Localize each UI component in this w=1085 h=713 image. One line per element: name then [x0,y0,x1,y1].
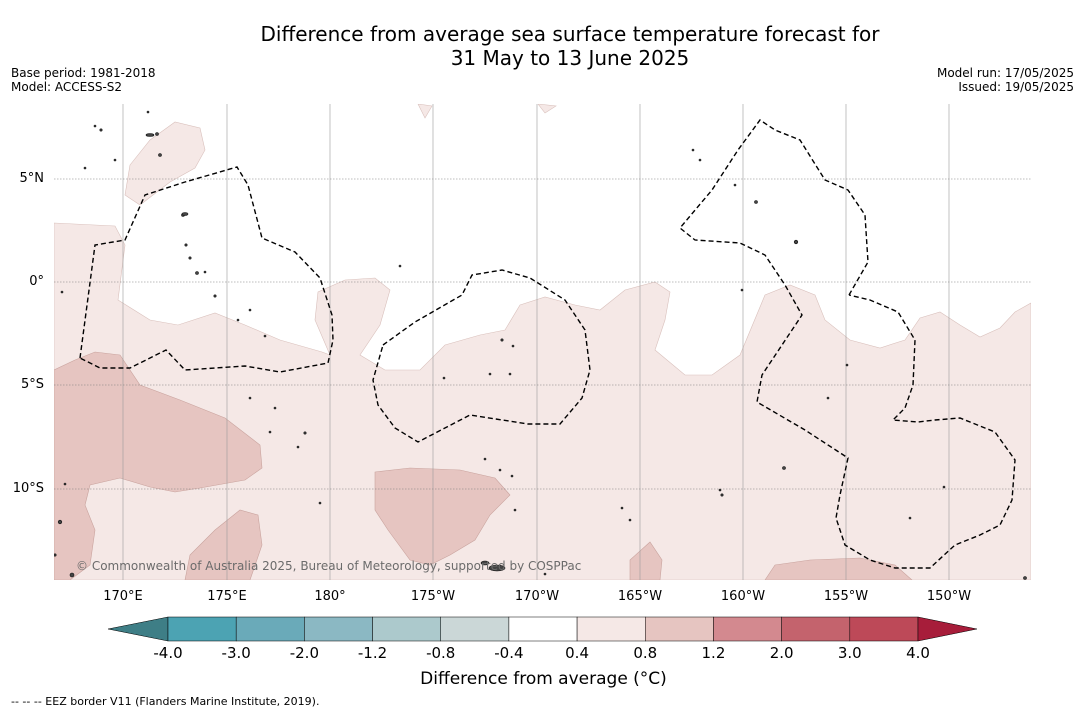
eez-borders [79,119,1016,569]
anomaly-region-medium-south-3 [764,557,913,580]
anomaly-region-light-top-2 [537,104,557,114]
colorbar-bin [849,616,919,642]
colorbar-bin [440,616,510,642]
anomaly-region-light-north [124,121,206,206]
colorbar-tick-label: -4.0 [153,644,183,662]
map-area [54,104,1031,580]
copyright-text: © Commonwealth of Australia 2025, Bureau… [76,559,582,573]
islands [54,110,1027,580]
lat-label-0: 0° [29,274,44,289]
eez-tuvalu [79,166,334,373]
colorbar-arrow-low [107,616,169,642]
colorbar-tick-label: 0.4 [565,644,589,662]
colorbar-arrow-high [917,616,978,642]
colorbar-tick-label: -0.8 [426,644,456,662]
model-name: Model: ACCESS-S2 [11,80,123,94]
lat-label-10s: 10°S [12,481,44,496]
colorbar-tick-label: 1.2 [701,644,726,662]
colorbar-bin [372,616,441,642]
lon-label-150w: 150°W [926,589,972,604]
anomaly-region-light [54,222,1031,580]
colorbar-tick-label: 4.0 [906,644,930,662]
title-line-1: Difference from average sea surface temp… [260,22,880,46]
colorbar-tick-label: -0.4 [494,644,524,662]
colorbar-bin [167,616,237,642]
colorbar-tick-label: -1.2 [357,644,388,662]
lon-label-165w: 165°W [617,589,663,604]
colorbar-tick-label: 3.0 [837,644,862,662]
issued-date: Issued: 19/05/2025 [958,80,1074,94]
title-line-2: 31 May to 13 June 2025 [450,46,690,70]
anomaly-region-medium-west [54,351,263,580]
eez-tokelau [372,269,591,443]
anomaly-region-medium-south-1 [184,509,263,580]
lon-label-160w: 160°W [720,589,766,604]
colorbar-tick-label: -2.0 [289,644,319,662]
colorbar-bin [645,616,714,642]
colorbar [107,616,978,642]
lon-label-170w: 170°W [514,589,560,604]
lon-label-175w: 175°W [410,589,456,604]
graticule [122,104,950,580]
colorbar-tick-label: -3.0 [221,644,251,662]
anomaly-region-medium-south-2 [629,541,663,580]
map-title: Difference from average sea surface temp… [0,22,1085,70]
colorbar-bin [576,616,646,642]
eez-line-islands [679,119,1016,569]
anomaly-region-light-top-1 [417,104,433,119]
colorbar-bin [235,616,305,642]
base-period: Base period: 1981-2018 [11,66,156,80]
latitude-lines [54,178,1031,490]
anomaly-region-medium-center [374,467,511,566]
meta-right: Model run: 17/05/2025 Issued: 19/05/2025 [937,66,1074,94]
meta-left: Base period: 1981-2018 Model: ACCESS-S2 [11,66,156,94]
colorbar-tick-label: 2.0 [769,644,794,662]
lon-label-170e: 170°E [103,589,143,604]
lat-label-5s: 5°S [20,377,44,392]
lat-label-5n: 5°N [19,171,45,186]
eez-footnote: -- -- -- EEZ border V11 (Flanders Marine… [11,695,320,708]
lon-label-180: 180° [314,589,346,604]
colorbar-tick-label: 0.8 [633,644,658,662]
colorbar-bin [508,616,578,642]
lon-label-175e: 175°E [207,589,247,604]
lon-label-155w: 155°W [823,589,869,604]
colorbar-bin [781,616,851,642]
colorbar-bin [713,616,782,642]
colorbar-bin [304,616,373,642]
colorbar-label: Difference from average (°C) [420,669,667,689]
model-run: Model run: 17/05/2025 [936,66,1074,80]
